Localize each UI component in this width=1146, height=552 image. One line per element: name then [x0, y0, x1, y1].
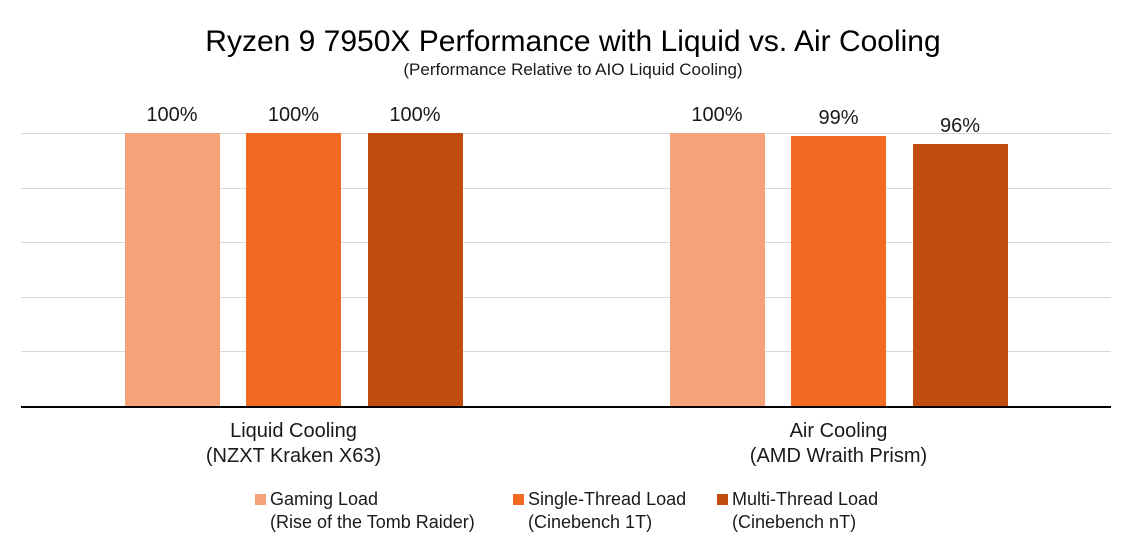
data-label-multi-thread-load-air-cooling: 96% — [939, 114, 981, 137]
category-label-line2: (AMD Wraith Prism) — [749, 445, 928, 467]
gridline-80 — [21, 187, 1111, 189]
bar-gaming-load-liquid-cooling — [124, 133, 220, 406]
bar-single-thread-load-air-cooling — [791, 135, 886, 406]
legend-swatch-multi-thread-load — [717, 494, 728, 505]
bar-multi-thread-load-air-cooling — [912, 143, 1008, 406]
legend: Gaming Load (Rise of the Tomb Raider) Sing… — [0, 488, 1146, 544]
gridline-100 — [21, 133, 1111, 134]
category-label-liquid-cooling: Liquid Cooling (NZXT Kraken X63) — [206, 419, 381, 469]
legend-label-line2: (Cinebench nT) — [732, 512, 857, 532]
gridline-20 — [21, 351, 1111, 353]
legend-swatch-gaming-load — [255, 494, 266, 505]
category-label-line2: (NZXT Kraken X63) — [205, 445, 382, 467]
legend-label-gaming-load: Gaming Load (Rise of the Tomb Raider) — [270, 488, 475, 534]
data-label-gaming-load-air-cooling: 100% — [691, 104, 743, 126]
legend-label-line1: Gaming Load — [270, 489, 379, 509]
category-label-line1: Liquid Cooling — [230, 420, 357, 442]
legend-item-gaming-load: Gaming Load (Rise of the Tomb Raider) — [255, 488, 475, 534]
data-label-single-thread-load-air-cooling: 99% — [818, 106, 859, 129]
gridline-40 — [21, 296, 1111, 298]
chart-subtitle: (Performance Relative to AIO Liquid Cool… — [403, 60, 743, 79]
legend-label-multi-thread-load: Multi-Thread Load (Cinebench nT) — [732, 488, 878, 534]
chart-title: Ryzen 9 7950X Performance with Liquid vs… — [205, 25, 941, 58]
category-label-air-cooling: Air Cooling (AMD Wraith Prism) — [750, 419, 927, 469]
legend-label-line1: Multi-Thread Load — [732, 489, 879, 509]
legend-label-single-thread-load: Single-Thread Load (Cinebench 1T) — [528, 488, 686, 534]
legend-label-line2: (Rise of the Tomb Raider) — [270, 512, 475, 532]
category-label-line1: Air Cooling — [789, 420, 888, 442]
data-label-gaming-load-liquid-cooling: 100% — [146, 104, 198, 126]
legend-item-multi-thread-load: Multi-Thread Load (Cinebench nT) — [717, 488, 878, 534]
category-axis-labels: Liquid Cooling (NZXT Kraken X63) Air Cooli… — [21, 419, 1111, 475]
bar-multi-thread-load-liquid-cooling — [367, 133, 463, 406]
legend-label-line2: (Cinebench 1T) — [528, 512, 653, 532]
legend-item-single-thread-load: Single-Thread Load (Cinebench 1T) — [513, 488, 686, 534]
plot-area: 100% 100% 100% 100% 99% 96% — [21, 104, 1111, 408]
legend-swatch-single-thread-load — [513, 494, 524, 505]
bar-gaming-load-air-cooling — [669, 133, 765, 406]
gridline-60 — [21, 242, 1111, 244]
bar-single-thread-load-liquid-cooling — [246, 133, 341, 406]
legend-label-line1: Single-Thread Load — [528, 489, 687, 509]
data-label-multi-thread-load-liquid-cooling: 100% — [389, 104, 441, 126]
data-label-single-thread-load-liquid-cooling: 100% — [267, 104, 320, 126]
